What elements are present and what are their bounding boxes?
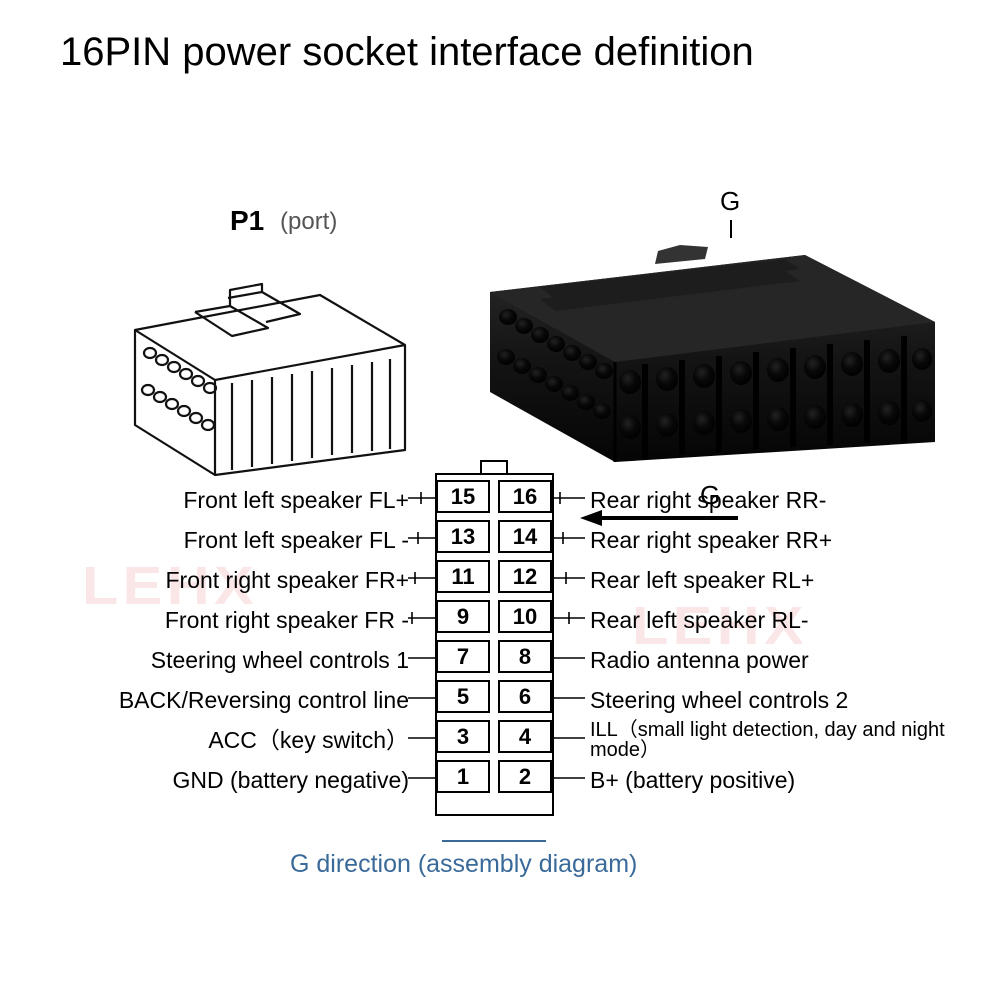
pin-cell: 3 xyxy=(436,720,490,753)
pin-cell: 13 xyxy=(436,520,490,553)
pin-grid: 1516 1314 1112 910 78 56 34 12 xyxy=(420,480,568,800)
pin-cell: 5 xyxy=(436,680,490,713)
pin-label: Front left speaker FL+ xyxy=(4,480,409,520)
pinout-diagram: 1516 1314 1112 910 78 56 34 12 Front lef… xyxy=(0,470,1000,900)
pin-cell: 16 xyxy=(498,480,552,513)
pin-cell: 7 xyxy=(436,640,490,673)
page-title: 16PIN power socket interface definition xyxy=(60,30,754,75)
pin-cell: 1 xyxy=(436,760,490,793)
pin-label: ACC（key switch） xyxy=(4,720,409,760)
footer-underline xyxy=(442,840,546,842)
footer-label: G direction (assembly diagram) xyxy=(290,850,637,879)
pin-label: BACK/Reversing control line xyxy=(4,680,409,720)
connector-outline-drawing xyxy=(100,240,430,480)
pin-cell: 14 xyxy=(498,520,552,553)
connector-figures: P1 (port) G xyxy=(0,90,1000,440)
pin-cell: 11 xyxy=(436,560,490,593)
pin-label: Rear left speaker RL+ xyxy=(590,560,990,600)
pin-label: Steering wheel controls 2 xyxy=(590,680,990,720)
pin-label: Rear right speaker RR+ xyxy=(590,520,990,560)
left-labels: Front left speaker FL+ Front left speake… xyxy=(4,480,409,800)
pin-cell: 15 xyxy=(436,480,490,513)
pin-cell: 8 xyxy=(498,640,552,673)
housing-clip xyxy=(480,460,508,474)
pin-label: Rear right speaker RR- xyxy=(590,480,990,520)
pin-cell: 9 xyxy=(436,600,490,633)
right-labels: Rear right speaker RR- Rear right speake… xyxy=(590,480,990,800)
pin-cell: 12 xyxy=(498,560,552,593)
pin-label: Steering wheel controls 1 xyxy=(4,640,409,680)
pin-label: ILL（small light detection, day and night… xyxy=(590,720,990,760)
pin-label: Rear left speaker RL- xyxy=(590,600,990,640)
pin-label: GND (battery negative) xyxy=(4,760,409,800)
pin-label: B+ (battery positive) xyxy=(590,760,990,800)
pin-cell: 2 xyxy=(498,760,552,793)
pin-cell: 10 xyxy=(498,600,552,633)
p1-label: P1 xyxy=(230,205,264,237)
g-label-top: G xyxy=(720,186,740,217)
connector-photo xyxy=(470,237,950,467)
pin-label: Front right speaker FR - xyxy=(4,600,409,640)
g-leader-line xyxy=(730,220,732,238)
pin-label: Front right speaker FR+ xyxy=(4,560,409,600)
pin-label: Radio antenna power xyxy=(590,640,990,680)
pin-label: Front left speaker FL - xyxy=(4,520,409,560)
port-label: (port) xyxy=(280,208,337,236)
pin-cell: 4 xyxy=(498,720,552,753)
pin-cell: 6 xyxy=(498,680,552,713)
